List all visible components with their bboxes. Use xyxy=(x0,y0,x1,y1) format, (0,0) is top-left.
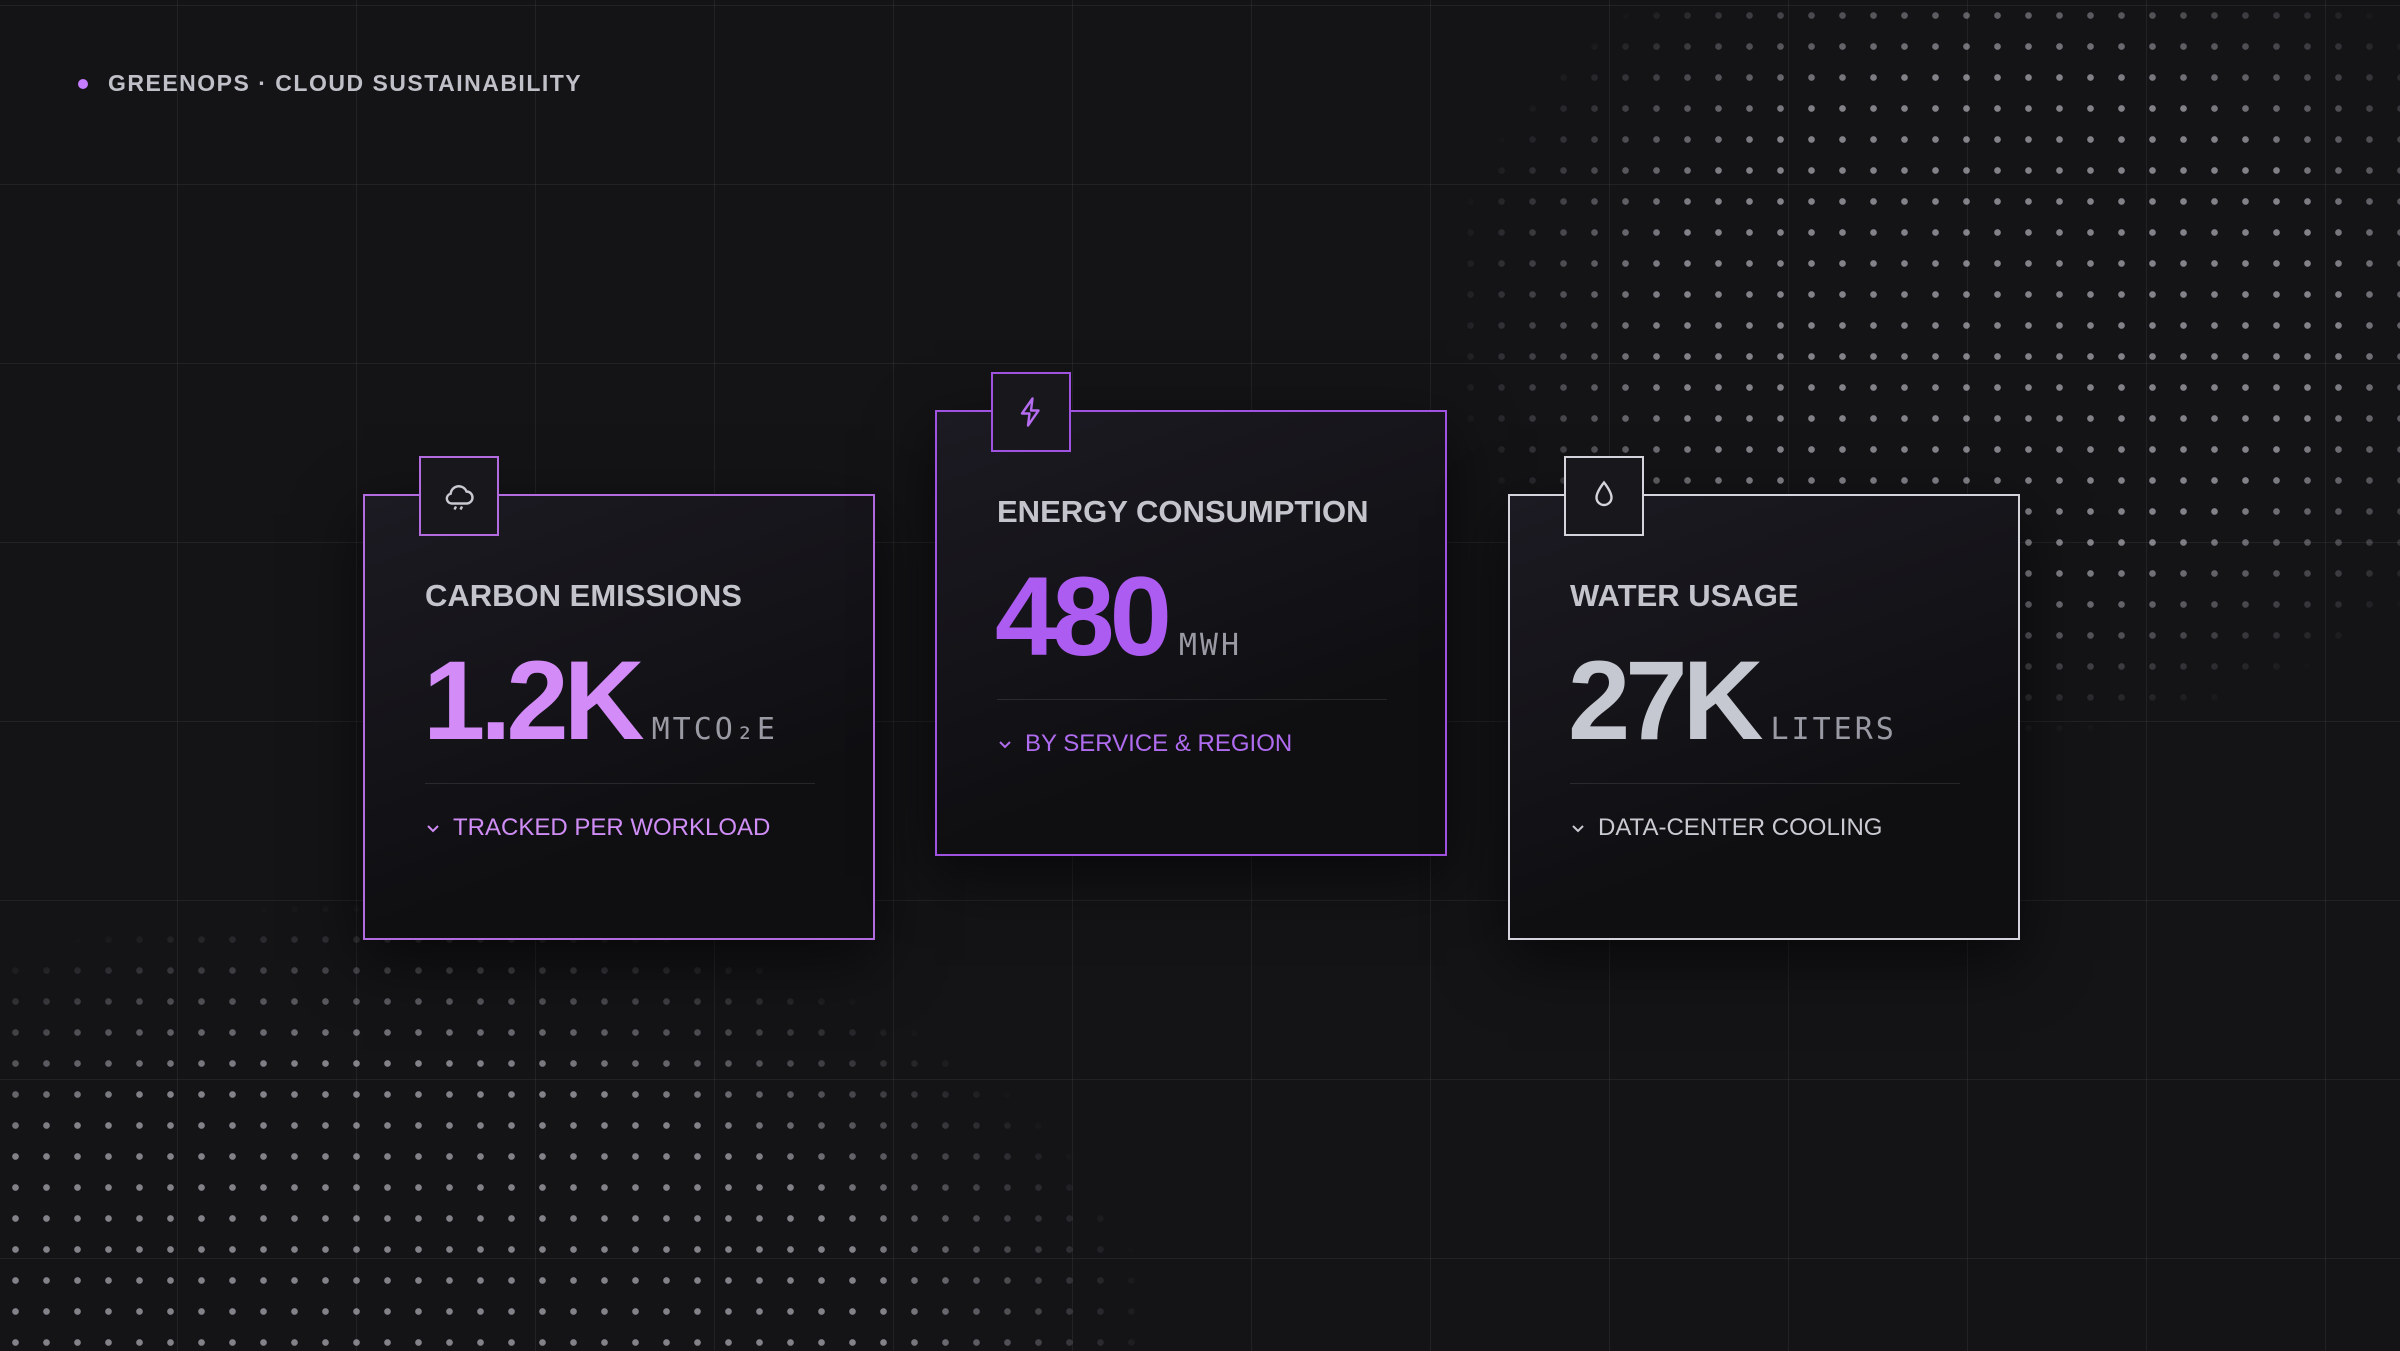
card-value: 1.2K xyxy=(423,638,645,763)
note-text: TRACKED PER WORKLOAD xyxy=(453,814,771,841)
card-icon xyxy=(1564,456,1644,536)
header-label: GREENOPS · CLOUD SUSTAINABILITY xyxy=(108,70,583,96)
card-icon xyxy=(419,456,499,536)
divider xyxy=(997,699,1387,700)
card-note: DATA-CENTER COOLING xyxy=(1570,814,1882,842)
card-title: WATER USAGE xyxy=(1570,578,1799,613)
divider xyxy=(425,783,815,784)
chevron xyxy=(427,825,439,833)
drop-icon xyxy=(1595,480,1613,507)
chevron xyxy=(999,741,1011,749)
metric-card: ENERGY CONSUMPTION 480 MWH BY SERVICE & … xyxy=(935,372,1447,856)
card-title: ENERGY CONSUMPTION xyxy=(997,494,1369,529)
header: GREENOPS · CLOUD SUSTAINABILITY xyxy=(78,70,582,97)
status-dot xyxy=(78,78,88,89)
divider xyxy=(1570,783,1960,784)
value-row: 480 MWH xyxy=(995,552,1242,681)
metric-card: CARBON EMISSIONS 1.2K MTCO₂E TRACKED PER… xyxy=(363,456,875,940)
card-title: CARBON EMISSIONS xyxy=(425,578,742,613)
card-value: 480 xyxy=(995,554,1172,679)
chevron xyxy=(1572,825,1584,833)
card-icon xyxy=(991,372,1071,452)
value-row: 1.2K MTCO₂E xyxy=(423,636,778,765)
card-unit: MTCO₂E xyxy=(651,712,778,747)
note-text: BY SERVICE & REGION xyxy=(1025,730,1293,757)
card-unit: MWH xyxy=(1178,628,1243,663)
metric-card: WATER USAGE 27K LITERS DATA-CENTER COOLI… xyxy=(1508,456,2020,940)
cloud-icon xyxy=(445,485,474,511)
card-unit: LITERS xyxy=(1770,712,1897,747)
value-row: 27K LITERS xyxy=(1568,636,1897,765)
card-value: 27K xyxy=(1568,638,1763,763)
card-note: TRACKED PER WORKLOAD xyxy=(425,814,770,842)
note-text: DATA-CENTER COOLING xyxy=(1598,814,1883,841)
card-note: BY SERVICE & REGION xyxy=(997,730,1292,758)
bolt-icon xyxy=(1020,397,1040,427)
